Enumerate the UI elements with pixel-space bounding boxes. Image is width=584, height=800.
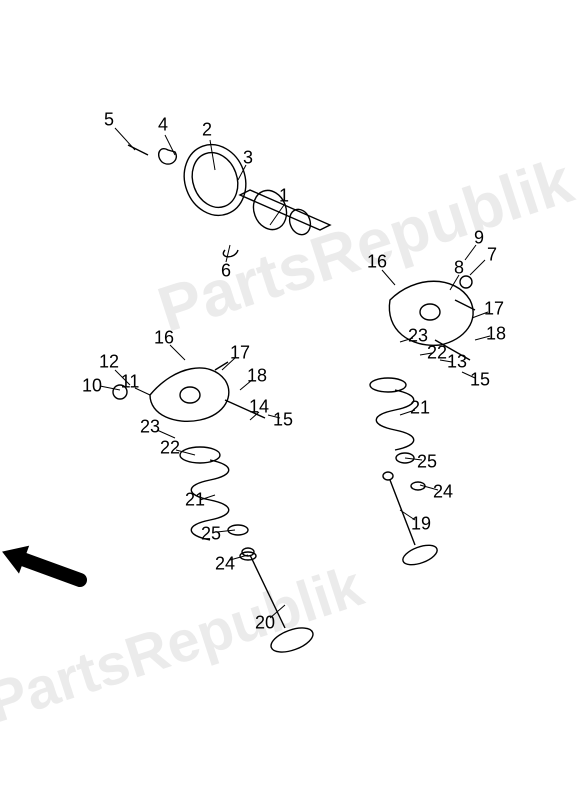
valve-left: [242, 548, 316, 657]
spring-left: [180, 447, 229, 540]
diagram-canvas: PartsRepublik PartsRepublik 123456789101…: [0, 0, 584, 800]
rocker-arm-right: [389, 276, 475, 360]
direction-arrow: [3, 546, 80, 580]
spring-right: [370, 378, 414, 450]
camshaft-assembly: [128, 136, 330, 257]
parts-line-art: [0, 0, 584, 800]
leader-lines: [100, 128, 490, 618]
rocker-arm-left: [113, 362, 265, 421]
